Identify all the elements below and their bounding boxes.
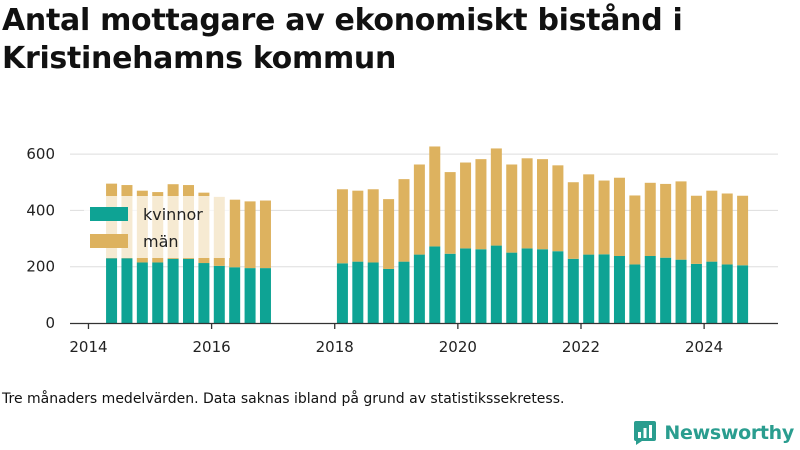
y-tick-label: 200 bbox=[26, 258, 55, 276]
bar-kvinnor bbox=[136, 262, 148, 323]
bar-kvinnor bbox=[567, 258, 579, 323]
x-tick-label: 2016 bbox=[193, 338, 231, 356]
legend-swatch bbox=[90, 207, 128, 221]
bar-kvinnor bbox=[521, 248, 533, 323]
bar-kvinnor bbox=[167, 258, 179, 323]
x-tick-label: 2022 bbox=[562, 338, 600, 356]
bar-kvinnor bbox=[721, 264, 733, 323]
bar-man bbox=[475, 159, 487, 250]
bar-man bbox=[613, 177, 625, 256]
bar-man bbox=[598, 180, 610, 255]
bar-man bbox=[737, 195, 749, 266]
bar-kvinnor bbox=[398, 261, 410, 323]
newsworthy-logo-icon bbox=[634, 421, 657, 445]
legend-label: kvinnor bbox=[143, 205, 203, 224]
bar-kvinnor bbox=[490, 245, 502, 323]
bar-kvinnor bbox=[737, 265, 749, 323]
bar-man bbox=[413, 164, 425, 255]
bar-man bbox=[259, 200, 271, 269]
bar-kvinnor bbox=[706, 261, 718, 323]
bar-kvinnor bbox=[121, 258, 133, 323]
bar-man bbox=[336, 189, 348, 264]
bar-chart: 0 200 400 600 2014 2016 2018 2020 2022 2024 kvinn… bbox=[26, 145, 778, 356]
bar-man bbox=[690, 195, 702, 264]
bar-kvinnor bbox=[106, 258, 118, 323]
bar-kvinnor bbox=[229, 267, 241, 323]
bar-man bbox=[660, 183, 672, 258]
bar-man bbox=[521, 158, 533, 249]
bar-man bbox=[706, 190, 718, 262]
bar-man bbox=[552, 165, 564, 252]
bar-man bbox=[429, 146, 441, 247]
bar-man bbox=[460, 162, 472, 249]
bar-man bbox=[675, 181, 687, 260]
bar-man bbox=[383, 199, 395, 269]
bar-kvinnor bbox=[244, 268, 256, 323]
bar-kvinnor bbox=[259, 268, 271, 323]
bar-man bbox=[444, 172, 456, 254]
bar-man bbox=[398, 179, 410, 262]
bar-man bbox=[352, 190, 364, 262]
bar-kvinnor bbox=[352, 261, 364, 323]
bar-man bbox=[567, 182, 579, 259]
legend: kvinnor män bbox=[84, 196, 230, 258]
bar-kvinnor bbox=[552, 251, 564, 323]
x-tick-label: 2020 bbox=[439, 338, 477, 356]
bar-man bbox=[583, 174, 595, 255]
chart-title: Antal mottagare av ekonomiskt bistånd i … bbox=[2, 3, 683, 76]
axes: 0 200 400 600 2014 2016 2018 2020 2022 2024 bbox=[26, 145, 778, 356]
bar-kvinnor bbox=[198, 263, 210, 323]
bar-kvinnor bbox=[598, 254, 610, 323]
bar-man bbox=[537, 159, 549, 250]
y-tick-label: 0 bbox=[45, 314, 55, 332]
footnote: Tre månaders medelvärden. Data saknas ib… bbox=[2, 391, 565, 407]
bar-man bbox=[721, 193, 733, 265]
x-tick-label: 2024 bbox=[685, 338, 723, 356]
bar-man bbox=[506, 164, 518, 253]
brand-name: Newsworthy bbox=[664, 422, 794, 444]
bar-kvinnor bbox=[413, 254, 425, 323]
bar-kvinnor bbox=[506, 252, 518, 323]
brand-logo: Newsworthy bbox=[633, 420, 794, 446]
bar-kvinnor bbox=[537, 249, 549, 323]
bar-kvinnor bbox=[213, 265, 225, 323]
bar-kvinnor bbox=[444, 253, 456, 323]
bar-kvinnor bbox=[475, 249, 487, 323]
bar-kvinnor bbox=[183, 258, 195, 323]
y-tick-label: 400 bbox=[26, 201, 55, 219]
bar-kvinnor bbox=[660, 257, 672, 323]
bar-man bbox=[629, 195, 641, 265]
bar-kvinnor bbox=[613, 255, 625, 323]
bar-kvinnor bbox=[367, 262, 379, 323]
bar-kvinnor bbox=[383, 268, 395, 323]
bar-man bbox=[244, 201, 256, 269]
bar-kvinnor bbox=[583, 254, 595, 323]
bar-kvinnor bbox=[460, 248, 472, 323]
bar-kvinnor bbox=[336, 263, 348, 323]
y-tick-label: 600 bbox=[26, 145, 55, 163]
bar-man bbox=[490, 148, 502, 246]
bar-man bbox=[367, 189, 379, 263]
x-tick-label: 2018 bbox=[316, 338, 354, 356]
bar-man bbox=[229, 199, 241, 268]
bar-kvinnor bbox=[690, 263, 702, 323]
bar-kvinnor bbox=[644, 255, 656, 323]
bar-kvinnor bbox=[429, 246, 441, 323]
legend-swatch bbox=[90, 234, 128, 248]
bar-kvinnor bbox=[675, 259, 687, 323]
bar-kvinnor bbox=[629, 264, 641, 323]
bar-kvinnor bbox=[152, 262, 164, 323]
bar-man bbox=[644, 182, 656, 256]
x-tick-label: 2014 bbox=[69, 338, 107, 356]
legend-label: män bbox=[143, 232, 179, 251]
